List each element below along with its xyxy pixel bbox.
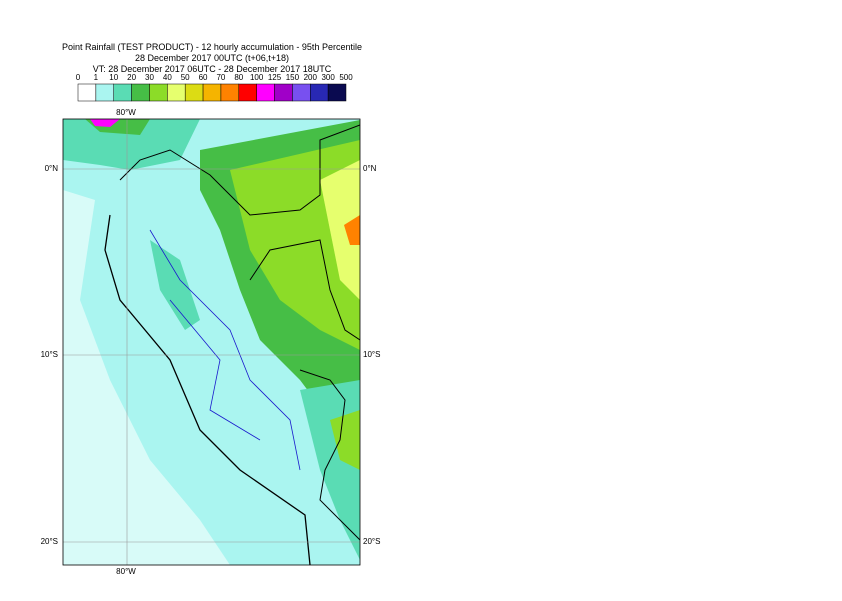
legend-label: 0 <box>76 73 81 82</box>
legend-swatch <box>327 83 347 102</box>
legend-label: 10 <box>109 73 118 82</box>
legend-swatch <box>113 83 132 102</box>
legend-swatch <box>238 83 257 102</box>
map <box>63 119 360 565</box>
legend-swatch <box>220 83 240 102</box>
lat-labels: 0°N 10°S 20°S 0°N 10°S 20°S <box>41 164 381 546</box>
lat-label: 20°S <box>363 537 380 546</box>
legend-label: 300 <box>321 73 335 82</box>
lat-label: 0°N <box>363 164 377 173</box>
legend-label: 125 <box>268 73 282 82</box>
legend-label: 70 <box>216 73 225 82</box>
lat-label: 20°S <box>41 537 58 546</box>
legend: 0 1 10 20 30 40 50 60 70 80 100 125 150 200 300 500 <box>76 73 353 102</box>
legend-swatch <box>77 83 97 102</box>
legend-label: 50 <box>181 73 190 82</box>
lat-label: 0°N <box>45 164 59 173</box>
title: Point Rainfall (TEST PRODUCT) - 12 hourl… <box>62 42 362 52</box>
legend-label: 500 <box>339 73 353 82</box>
lon-label: 80°W <box>116 108 136 117</box>
legend-label: 100 <box>250 73 264 82</box>
lon-label: 80°W <box>116 567 136 576</box>
run-time: 28 December 2017 00UTC (t+06,t+18) <box>135 53 289 63</box>
valid-time: VT: 28 December 2017 06UTC - 28 December… <box>93 64 332 74</box>
legend-label: 20 <box>127 73 136 82</box>
lat-label: 10°S <box>41 350 58 359</box>
legend-label: 80 <box>234 73 243 82</box>
legend-swatch <box>256 83 275 102</box>
legend-label: 200 <box>304 73 318 82</box>
legend-swatch <box>167 83 186 102</box>
legend-swatch <box>202 83 222 102</box>
legend-label: 60 <box>199 73 208 82</box>
lat-label: 10°S <box>363 350 380 359</box>
legend-swatch <box>184 83 204 102</box>
legend-swatch <box>95 83 114 102</box>
legend-swatch <box>310 83 329 102</box>
legend-label: 30 <box>145 73 154 82</box>
legend-swatch <box>292 83 311 102</box>
legend-label: 1 <box>94 73 99 82</box>
legend-swatch <box>274 83 293 102</box>
legend-swatch <box>149 83 168 102</box>
map-frame <box>62 118 361 566</box>
legend-swatch <box>131 83 150 102</box>
legend-label: 40 <box>163 73 172 82</box>
legend-label: 150 <box>286 73 300 82</box>
